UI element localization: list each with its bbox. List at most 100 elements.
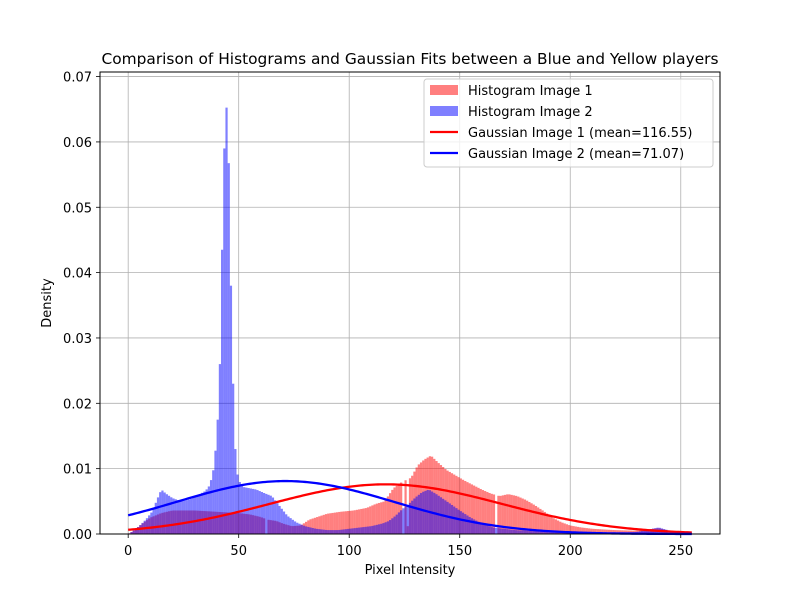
histogram-bar <box>612 530 615 534</box>
histogram-bar <box>377 524 381 534</box>
histogram-bar <box>512 495 515 534</box>
histogram-bar <box>137 527 140 534</box>
histogram-bar <box>607 529 611 534</box>
histogram-bar <box>552 518 555 534</box>
histogram-bar <box>470 518 473 534</box>
histogram-bar <box>161 490 164 534</box>
histogram-bar <box>358 509 361 534</box>
histogram-bar <box>490 493 493 534</box>
histogram-bar <box>130 532 133 534</box>
histogram-bar <box>229 285 233 534</box>
histogram-bar <box>145 518 149 534</box>
histogram-bar <box>181 501 184 534</box>
histogram-bar <box>227 163 230 534</box>
histogram-bar <box>559 521 562 534</box>
histogram-bar <box>488 492 491 534</box>
histogram-bar <box>453 506 456 534</box>
y-tick-label: 0.05 <box>63 201 92 216</box>
histogram-bar <box>362 508 365 534</box>
histogram-bar <box>221 249 224 535</box>
histogram-bar <box>251 488 255 534</box>
histogram-bar <box>559 532 562 534</box>
histogram-bar <box>287 516 290 534</box>
histogram-bar <box>541 531 544 534</box>
histogram-bar <box>521 530 524 534</box>
histogram-bar <box>316 528 319 534</box>
histogram-bar <box>347 511 350 534</box>
y-tick-label: 0.03 <box>63 332 92 347</box>
histogram-bar <box>342 511 345 534</box>
histogram-bar <box>179 500 182 534</box>
histogram-bar <box>590 528 593 534</box>
histogram-bar <box>503 494 507 534</box>
histogram-bar <box>526 500 529 534</box>
histogram-bar <box>492 527 496 534</box>
histogram-bar <box>196 495 199 534</box>
histogram-bar <box>488 526 491 534</box>
histogram-bar <box>172 498 175 534</box>
histogram-bar <box>207 486 210 534</box>
histogram-bar <box>265 493 268 534</box>
histogram-bar <box>545 531 549 534</box>
histogram-bar <box>519 530 522 534</box>
histogram-bar <box>501 528 504 534</box>
histogram-bar <box>408 502 412 534</box>
histogram-bar <box>174 499 177 534</box>
histogram-bar <box>645 529 648 534</box>
histogram-bar <box>386 496 390 534</box>
x-axis-label: Pixel Intensity <box>365 563 456 578</box>
histogram-bar <box>603 529 606 534</box>
histogram-bar <box>313 517 317 534</box>
histogram-bar <box>572 526 575 534</box>
histogram-bar <box>568 525 571 534</box>
histogram-bar <box>338 529 341 534</box>
histogram-bar <box>380 502 383 534</box>
histogram-bar <box>556 520 560 534</box>
histogram-bar <box>355 509 359 534</box>
histogram-bar <box>464 480 467 534</box>
histogram-bar <box>596 529 599 534</box>
histogram-bar <box>333 530 336 534</box>
histogram-bar <box>293 521 297 534</box>
legend-label: Gaussian Image 2 (mean=71.07) <box>468 147 684 162</box>
histogram-bar <box>313 528 317 534</box>
histogram-bar <box>528 530 531 534</box>
histogram-bar <box>649 529 653 534</box>
histogram-bar <box>267 494 270 534</box>
histogram-bar <box>289 518 292 534</box>
histogram-bar <box>534 531 538 534</box>
y-axis-label: Density <box>40 278 55 328</box>
histogram-bar <box>263 492 266 534</box>
histogram-bar <box>218 364 222 534</box>
histogram-bar <box>585 528 588 534</box>
histogram-bar <box>269 495 272 534</box>
legend-label: Histogram Image 1 <box>468 84 593 99</box>
histogram-bar <box>132 530 135 534</box>
histogram-bar <box>424 490 427 534</box>
histogram-bar <box>404 506 407 534</box>
histogram-bar <box>187 499 191 534</box>
histogram-bar <box>484 491 487 534</box>
histogram-bar <box>395 514 398 534</box>
histogram-bar <box>561 522 564 534</box>
histogram-bar <box>459 478 462 534</box>
histogram-bar <box>309 527 312 534</box>
histogram-bar <box>545 513 549 534</box>
histogram-bar <box>360 508 363 534</box>
histogram-bar <box>296 522 299 534</box>
histogram-bar <box>576 526 580 534</box>
histogram-bar <box>464 514 467 534</box>
histogram-bar <box>280 508 283 534</box>
histogram-bar <box>457 477 460 534</box>
histogram-bar <box>528 501 531 534</box>
histogram-bar <box>240 485 244 534</box>
histogram-bar <box>198 494 202 534</box>
histogram-bar <box>320 515 323 534</box>
histogram-bar <box>285 514 288 534</box>
histogram-bar <box>369 506 372 534</box>
histogram-bar <box>344 511 348 534</box>
histogram-bar <box>422 491 425 534</box>
histogram-bar <box>384 499 387 534</box>
histogram-bar <box>347 528 350 534</box>
histogram-bar <box>539 531 542 534</box>
